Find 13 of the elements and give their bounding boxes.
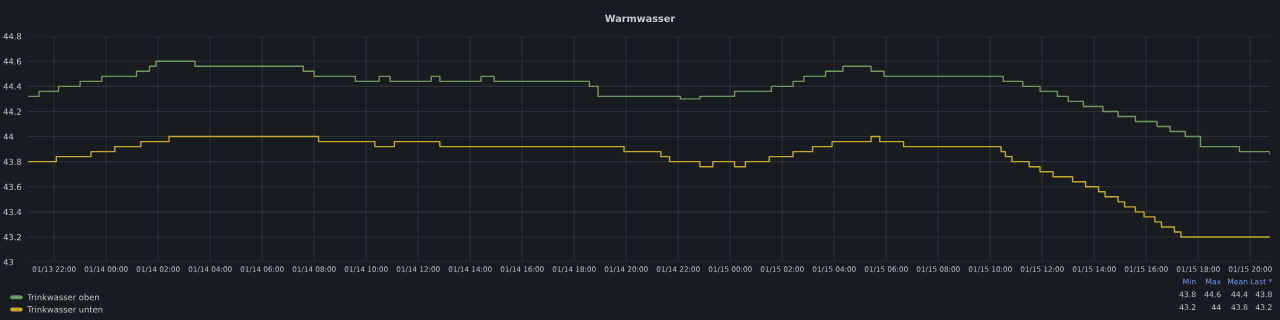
legend-label: Trinkwasser unten: [27, 306, 103, 313]
legend-label: Trinkwasser oben: [27, 293, 99, 301]
y-tick-label: 43.8: [3, 158, 22, 165]
y-tick-label: 43.6: [3, 183, 22, 191]
y-tick-label: 44.4: [3, 83, 22, 90]
y-tick-label: 44.6: [3, 58, 22, 65]
y-tick-label: 43: [3, 259, 14, 266]
y-tick-label: 43.2: [3, 233, 21, 241]
y-tick-label: 43.4: [3, 208, 22, 216]
y-tick-label: 44.2: [3, 108, 21, 115]
chart-title: Warmwasser: [605, 14, 676, 23]
y-tick-label: 44: [3, 133, 14, 140]
y-tick-label: 44.8: [3, 33, 22, 40]
